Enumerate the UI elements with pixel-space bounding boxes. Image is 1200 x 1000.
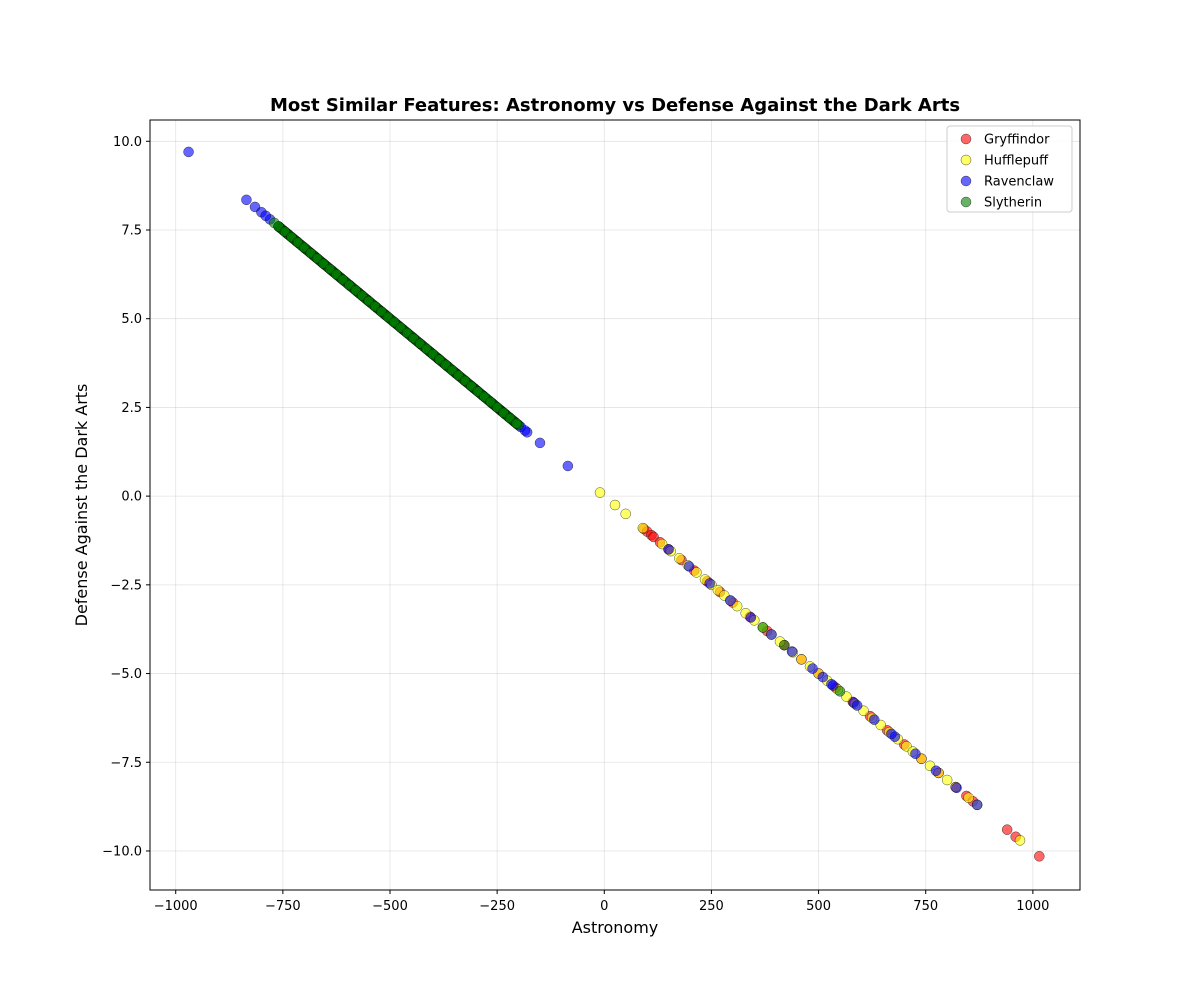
data-point — [1001, 824, 1013, 835]
data-point — [963, 792, 974, 803]
legend-marker — [960, 154, 972, 166]
data-point — [869, 714, 880, 725]
data-point — [609, 499, 621, 511]
data-point — [757, 622, 769, 633]
data-point — [241, 194, 252, 206]
data-point — [562, 460, 574, 472]
x-tick-label: −250 — [479, 899, 515, 914]
data-point — [534, 437, 546, 449]
data-point — [637, 522, 649, 534]
x-tick-label: 750 — [913, 899, 938, 914]
x-tick-label: 250 — [699, 899, 724, 914]
legend: Gryffindor Hufflepuff Ravenclaw Slytherin — [946, 125, 1073, 213]
data-point — [930, 765, 942, 777]
x-axis-ticks: −1000 −750 −500 −250 0 250 500 750 1000 — [154, 890, 1049, 914]
legend-box — [946, 125, 1073, 213]
chart-title: Most Similar Features: Astronomy vs Defe… — [270, 95, 960, 116]
x-tick-label: 500 — [806, 899, 831, 914]
data-point — [807, 663, 818, 674]
legend-label: Hufflepuff — [984, 154, 1049, 169]
data-point — [511, 418, 522, 429]
data-point — [1014, 835, 1026, 846]
data-point — [910, 748, 921, 759]
data-point — [766, 629, 777, 640]
x-tick-label: 0 — [600, 899, 608, 914]
data-point — [786, 646, 798, 657]
legend-marker — [960, 196, 972, 208]
y-tick-label: −2.5 — [110, 578, 142, 593]
data-point — [971, 799, 983, 811]
data-point — [941, 774, 953, 786]
y-tick-label: 5.0 — [121, 312, 142, 327]
y-tick-label: 0.0 — [121, 490, 142, 505]
data-point — [796, 654, 807, 665]
x-tick-label: −500 — [372, 899, 408, 914]
data-point — [745, 612, 757, 623]
x-tick-label: 1000 — [1016, 899, 1049, 914]
data-point — [663, 544, 674, 555]
data-point — [674, 552, 685, 564]
y-tick-label: −10.0 — [102, 844, 142, 859]
plot-frame — [149, 119, 1081, 891]
legend-marker — [960, 133, 972, 145]
series-slytherin — [269, 217, 846, 697]
data-point — [725, 595, 736, 606]
data-point — [620, 508, 631, 520]
data-point — [851, 700, 863, 711]
x-tick-label: −1000 — [154, 899, 198, 914]
data-point — [817, 671, 829, 683]
y-tick-label: 2.5 — [121, 401, 142, 416]
data-point — [1034, 851, 1045, 862]
data-point — [886, 728, 897, 740]
data-point — [779, 639, 790, 651]
data-point — [704, 578, 715, 589]
x-tick-label: −750 — [265, 899, 301, 914]
y-tick-label: 10.0 — [113, 135, 142, 150]
data-point — [731, 600, 743, 612]
data-point — [691, 567, 702, 578]
y-axis-ticks: −10.0 −7.5 −5.0 −2.5 0.0 2.5 5.0 7.5 10.0 — [102, 135, 150, 859]
legend-marker — [960, 175, 972, 187]
data-point — [683, 561, 695, 572]
data-point — [183, 146, 194, 158]
y-tick-label: −7.5 — [110, 756, 142, 771]
data-point — [594, 487, 606, 498]
y-tick-label: −5.0 — [110, 667, 142, 682]
y-axis-label: Defense Against the Dark Arts — [72, 384, 91, 627]
data-point — [951, 782, 962, 794]
data-point — [260, 210, 271, 222]
y-tick-label: 7.5 — [121, 224, 142, 239]
data-point — [834, 686, 846, 697]
legend-label: Slytherin — [984, 196, 1042, 211]
legend-label: Ravenclaw — [984, 175, 1054, 190]
data-points — [183, 146, 1045, 862]
x-axis-label: Astronomy — [572, 918, 659, 937]
data-point — [826, 678, 837, 690]
legend-label: Gryffindor — [984, 133, 1050, 148]
